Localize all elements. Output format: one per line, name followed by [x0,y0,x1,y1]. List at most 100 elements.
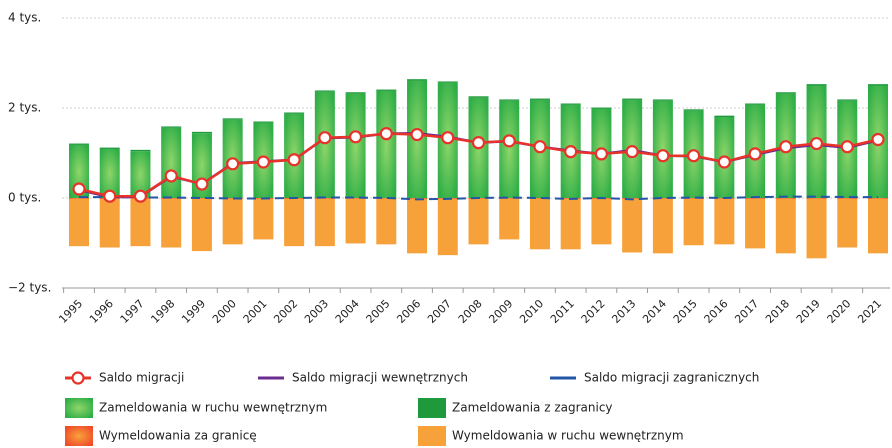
marker [656,149,670,163]
bar [253,198,274,240]
bar [222,198,243,199]
bar [868,198,888,199]
bar [775,198,796,199]
bar [468,96,489,98]
bar [622,98,643,100]
marker [687,149,701,163]
line [79,195,878,201]
legend-label: Wymeldowania w ruchu wewnętrznym [452,429,684,443]
bar [775,92,796,94]
marker [256,155,270,169]
bar [714,115,735,117]
x-tick-label: 2008 [456,297,485,326]
bar [161,127,182,198]
x-tick-label: 2012 [579,297,608,326]
bar [714,198,735,245]
bar [69,198,89,199]
bar [683,198,704,199]
x-tick-label: 2017 [732,297,761,326]
x-tick-label: 2021 [855,297,884,326]
x-tick-label: 2013 [609,297,638,326]
bar [99,198,120,248]
legend-swatch [418,426,446,446]
bar [837,198,858,248]
bar [499,99,520,101]
marker [164,169,178,183]
marker [195,177,209,191]
legend-item: Saldo migracji [65,371,184,385]
legend-swatch [65,426,93,446]
bar [622,198,643,253]
legend-label: Saldo migracji zagranicznych [584,371,759,385]
marker [502,134,516,148]
bar [191,131,212,134]
bar [868,84,888,86]
x-tick-label: 1996 [87,297,116,326]
bar [161,126,182,128]
x-tick-label: 2004 [333,297,362,326]
bar [99,148,120,198]
bar [683,198,704,246]
x-tick-label: 2000 [210,297,239,326]
marker [564,145,578,159]
x-tick-label: 2011 [548,297,577,326]
bar [130,151,151,198]
bar [284,112,305,114]
x-tick-label: 1999 [179,297,208,326]
legend-item: Wymeldowania w ruchu wewnętrznym [418,426,684,446]
bar [284,198,305,247]
marker [379,127,393,141]
y-tick-label: −2 tys. [8,281,51,295]
x-tick-label: 2016 [702,297,731,326]
bar [345,198,366,199]
x-tick-label: 2010 [517,297,546,326]
bar [837,198,858,199]
x-tick-label: 2018 [763,297,792,326]
x-tick-label: 1995 [56,297,85,326]
legend-item: Wymeldowania za granicę [65,426,257,446]
bar [376,198,397,199]
legend-item: Zameldowania z zagranicy [418,398,613,418]
bar [376,89,397,91]
bar [345,93,366,198]
bar [529,98,550,100]
marker [717,155,731,169]
bar [806,198,827,259]
marker [410,127,424,142]
bar [69,198,89,247]
x-tick-label: 2007 [425,297,454,326]
bar [69,143,89,145]
x-tick-label: 2006 [394,297,423,326]
bar [253,121,274,123]
legend-marker [71,371,85,385]
bar [499,198,520,199]
legend-swatch [65,398,93,418]
bar [437,198,458,256]
marker [594,147,609,161]
bar [560,198,581,250]
legend-label: Wymeldowania za granicę [99,429,257,443]
x-tick-label: 1998 [148,297,177,326]
bar [775,198,796,254]
bar [161,198,182,248]
legend-label: Zameldowania w ruchu wewnętrznym [99,401,327,415]
bar [652,198,673,199]
bar [837,99,858,101]
bar [745,198,766,249]
y-tick-label: 0 tys. [8,191,41,205]
marker [348,130,363,144]
x-tick-label: 2014 [640,297,669,326]
x-tick-label: 2015 [671,297,700,326]
marker [471,136,486,150]
x-tick-label: 2005 [364,297,393,326]
bar [591,198,612,245]
bar [652,99,673,101]
bar [314,91,335,198]
marker [809,136,824,151]
x-tick-label: 2009 [486,297,515,326]
marker [533,140,547,154]
marker [625,145,639,159]
legend-label: Zameldowania z zagranicy [452,401,613,415]
marker [133,189,148,203]
